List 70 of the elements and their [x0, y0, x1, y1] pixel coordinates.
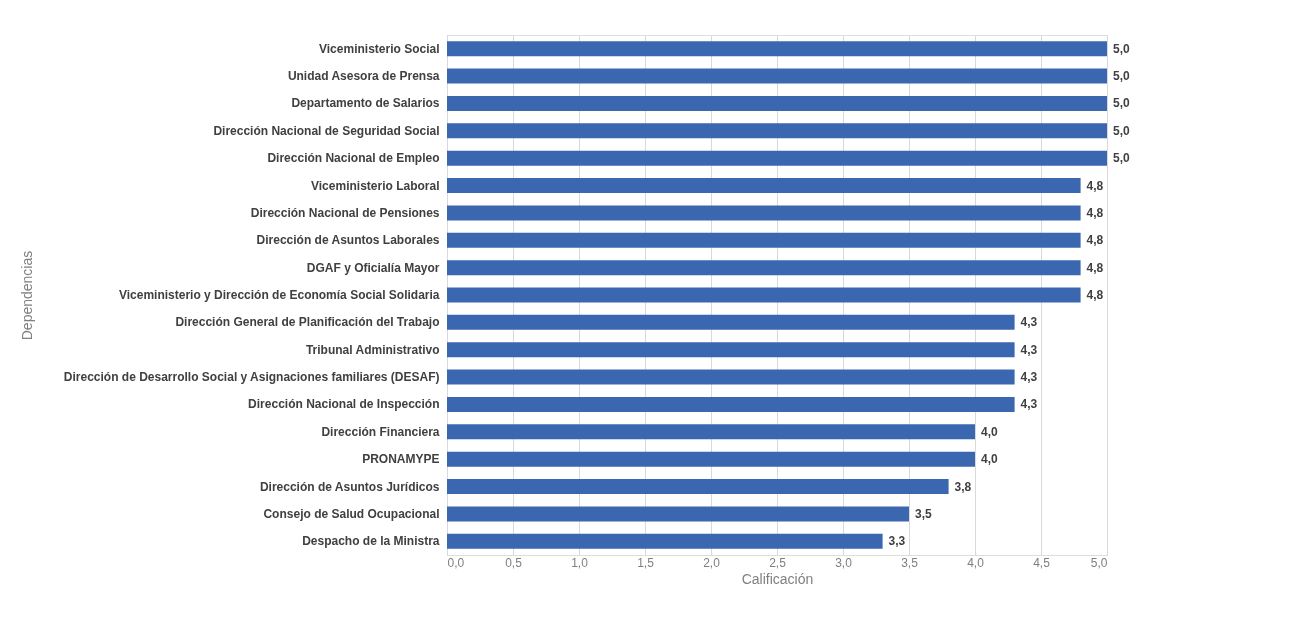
bar: [447, 342, 1015, 358]
y-tick-label: Dirección Nacional de Inspección: [248, 397, 440, 412]
bar: [447, 506, 909, 522]
y-axis-title: Dependencias: [19, 250, 36, 341]
x-tick-label: 0,5: [505, 555, 523, 570]
x-tick-label: 4,5: [1033, 555, 1051, 570]
y-tick-label: Dirección General de Planificación del Trabajo: [175, 315, 440, 330]
y-tick-label: Dirección de Asuntos Jurídicos: [259, 479, 440, 494]
y-tick-label: Viceministerio y Dirección de Economía Social Solidaria: [118, 288, 440, 302]
x-tick-label: 3,0: [835, 555, 853, 570]
x-tick-label: 2,5: [769, 555, 787, 570]
data-label: 5,0: [1113, 123, 1131, 138]
y-tick-label: Despacho de la Ministra: [302, 534, 440, 549]
y-tick-label: Dirección Nacional de Empleo: [267, 151, 440, 166]
y-tick-label: Viceministerio Laboral: [311, 178, 440, 193]
data-label: 3,5: [915, 506, 933, 521]
x-tick-label: 5,0: [1090, 555, 1108, 570]
data-label: 4,3: [1020, 315, 1038, 330]
data-label: 5,0: [1113, 41, 1131, 56]
data-label: 4,3: [1020, 397, 1038, 412]
data-label: 4,8: [1086, 260, 1104, 275]
data-label: 4,8: [1086, 205, 1104, 220]
x-tick-label: 1,0: [571, 555, 589, 570]
y-tick-label: PRONAMYPE: [362, 452, 440, 467]
data-label: 4,3: [1020, 370, 1038, 385]
y-tick-label: Dirección de Asuntos Laborales: [256, 233, 440, 248]
y-tick-label: Unidad Asesora de Prensa: [287, 69, 440, 84]
y-tick-label: Dirección Nacional de Pensiones: [250, 205, 440, 220]
data-label: 4,0: [981, 452, 999, 467]
bar: [447, 424, 975, 440]
data-label: 5,0: [1113, 96, 1131, 111]
bar: [447, 369, 1015, 385]
data-label: 4,8: [1086, 288, 1104, 302]
y-tick-label: Dirección de Desarrollo Social y Asignaciones familiares (DESAF): [63, 370, 440, 385]
y-tick-label: Tribunal Administrativo: [305, 342, 440, 357]
bar: [447, 314, 1015, 330]
bar: [447, 232, 1081, 248]
bar: [447, 451, 975, 467]
y-tick-label: Viceministerio Social: [319, 41, 440, 56]
y-tick-label: Consejo de Salud Ocupacional: [263, 506, 440, 521]
y-tick-label: Dirección Nacional de Seguridad Social: [213, 123, 440, 138]
data-label: 5,0: [1113, 69, 1131, 84]
x-tick-label: 4,0: [967, 555, 985, 570]
bar: [447, 479, 949, 495]
bar: [447, 68, 1107, 84]
bar: [447, 205, 1081, 221]
bar: [447, 123, 1107, 139]
y-tick-label: Departamento de Salarios: [291, 96, 440, 111]
data-label: 3,3: [888, 534, 906, 549]
x-tick-label: 3,5: [901, 555, 919, 570]
x-tick-label: 2,0: [703, 555, 721, 570]
bar: [447, 178, 1081, 194]
bar: [447, 396, 1015, 412]
y-tick-label: Dirección Financiera: [321, 424, 440, 439]
data-label: 4,8: [1086, 233, 1104, 248]
data-label: 3,8: [954, 479, 972, 494]
data-label: 5,0: [1113, 151, 1131, 166]
bar: [447, 41, 1107, 57]
bar: [447, 150, 1107, 166]
bar: [447, 287, 1081, 303]
data-label: 4,0: [981, 424, 999, 439]
x-tick-label: 1,5: [637, 555, 655, 570]
data-label: 4,3: [1020, 342, 1038, 357]
bar: [447, 260, 1081, 276]
bar: [447, 533, 883, 549]
data-label: 4,8: [1086, 178, 1104, 193]
x-axis-title: Calificación: [741, 570, 814, 587]
y-tick-label: DGAF y Oficialía Mayor: [306, 260, 440, 275]
x-tick-label: 0,0: [447, 555, 465, 570]
bar: [447, 95, 1107, 111]
